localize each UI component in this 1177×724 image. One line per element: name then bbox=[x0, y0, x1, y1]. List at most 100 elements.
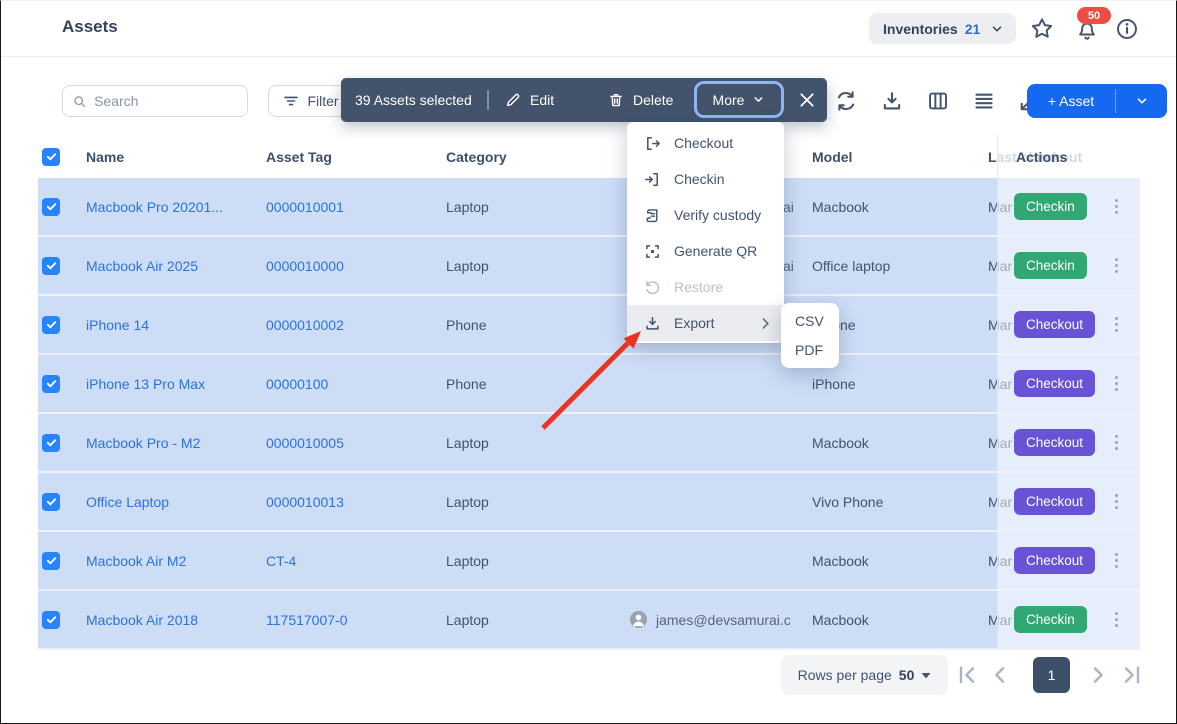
checkout-button[interactable]: Checkout bbox=[1014, 311, 1096, 338]
asset-name-link[interactable]: Office Laptop bbox=[86, 493, 170, 510]
pagination-last-icon[interactable] bbox=[1120, 663, 1144, 687]
asset-tag-link[interactable]: 0000010005 bbox=[266, 434, 344, 451]
pagination-prev-icon[interactable] bbox=[988, 663, 1012, 687]
menu-item-label: Verify custody bbox=[674, 207, 762, 223]
row-checkbox[interactable] bbox=[42, 315, 60, 334]
category-cell: Laptop bbox=[446, 493, 489, 510]
checkin-button[interactable]: Checkin bbox=[1014, 606, 1087, 633]
column-header-model: Model bbox=[812, 148, 853, 165]
checkout-button[interactable]: Checkout bbox=[1014, 488, 1096, 515]
asset-tag-link[interactable]: 0000010013 bbox=[266, 493, 344, 510]
inventories-select[interactable]: Inventories 21 bbox=[869, 13, 1017, 44]
menu-item-checkin[interactable]: Checkin bbox=[627, 161, 784, 197]
row-menu-dots-icon[interactable] bbox=[1111, 313, 1122, 336]
row-menu-dots-icon[interactable] bbox=[1111, 549, 1122, 572]
row-checkbox[interactable] bbox=[42, 374, 60, 393]
row-checkbox[interactable] bbox=[42, 197, 60, 216]
asset-tag-link[interactable]: 0000010002 bbox=[266, 316, 344, 333]
add-asset-dropdown-button[interactable] bbox=[1116, 84, 1167, 118]
menu-item-verify-custody[interactable]: Verify custody bbox=[627, 197, 784, 233]
model-cell: Macbook bbox=[812, 198, 869, 215]
asset-tag-link[interactable]: 00000100 bbox=[266, 375, 329, 392]
menu-item-checkout[interactable]: Checkout bbox=[627, 125, 784, 161]
row-density-icon[interactable] bbox=[973, 90, 995, 112]
chevron-down-icon bbox=[992, 25, 1002, 32]
export-pdf-item[interactable]: PDF bbox=[795, 341, 823, 358]
row-checkbox[interactable] bbox=[42, 492, 60, 511]
model-cell: Macbook bbox=[812, 552, 869, 569]
search-input[interactable] bbox=[94, 93, 237, 109]
asset-name-link[interactable]: Macbook Pro - M2 bbox=[86, 434, 201, 451]
row-menu-dots-icon[interactable] bbox=[1111, 372, 1122, 395]
row-checkbox[interactable] bbox=[42, 610, 60, 629]
asset-name-link[interactable]: Macbook Pro 20201... bbox=[86, 198, 223, 215]
menu-item-label: Restore bbox=[674, 279, 724, 295]
info-icon[interactable] bbox=[1115, 17, 1139, 41]
more-label: More bbox=[712, 91, 745, 108]
menu-item-label: Generate QR bbox=[674, 243, 758, 259]
table-body: Macbook Pro 20201... 0000010001 Laptop ai Ma… bbox=[38, 178, 1140, 650]
checkout-button[interactable]: Checkout bbox=[1014, 429, 1096, 456]
export-csv-item[interactable]: CSV bbox=[795, 312, 824, 329]
edit-button[interactable]: Edit bbox=[505, 78, 554, 122]
row-menu-dots-icon[interactable] bbox=[1111, 431, 1122, 454]
menu-item-export[interactable]: Export bbox=[627, 305, 784, 341]
asset-name-link[interactable]: iPhone 14 bbox=[86, 316, 150, 333]
pagination-first-icon[interactable] bbox=[955, 663, 979, 687]
actions-cell: Checkout bbox=[997, 473, 1140, 530]
trash-icon bbox=[610, 94, 622, 107]
pagination-current-page[interactable]: 1 bbox=[1033, 657, 1070, 693]
asset-name-link[interactable]: Macbook Air 2018 bbox=[86, 611, 199, 628]
checkout-button[interactable]: Checkout bbox=[1014, 547, 1096, 574]
asset-tag-link[interactable]: 117517007-0 bbox=[266, 611, 348, 628]
menu-item-restore[interactable]: Restore bbox=[627, 269, 784, 305]
rows-per-page-select[interactable]: Rows per page 50 bbox=[781, 655, 948, 695]
row-menu-dots-icon[interactable] bbox=[1111, 608, 1122, 631]
checkout-icon bbox=[644, 135, 661, 152]
asset-tag-link[interactable]: 0000010001 bbox=[266, 198, 344, 215]
refresh-icon[interactable] bbox=[835, 90, 857, 112]
export-submenu: CSV PDF bbox=[781, 303, 839, 368]
actions-cell: Checkout bbox=[997, 532, 1140, 589]
more-button[interactable]: More bbox=[694, 81, 784, 118]
search-box[interactable] bbox=[62, 85, 248, 117]
chevron-down-icon bbox=[1137, 98, 1146, 104]
add-asset-divider bbox=[1115, 89, 1116, 113]
delete-button[interactable]: Delete bbox=[608, 78, 673, 122]
more-dropdown-menu: Checkout Checkin Verify custody Generate QR… bbox=[627, 122, 784, 343]
actions-cell: Checkout bbox=[997, 296, 1140, 353]
menu-item-generate-qr[interactable]: Generate QR bbox=[627, 233, 784, 269]
inventories-count: 21 bbox=[964, 20, 981, 37]
table-row: Macbook Pro - M20000010005LaptopMacbookM… bbox=[38, 414, 1140, 473]
pagination-next-icon[interactable] bbox=[1086, 663, 1110, 687]
asset-tag-link[interactable]: CT-4 bbox=[266, 552, 297, 569]
asset-name-link[interactable]: Macbook Air M2 bbox=[86, 552, 187, 569]
column-header-category: Category bbox=[446, 148, 507, 165]
row-checkbox[interactable] bbox=[42, 551, 60, 570]
favorite-star-icon[interactable] bbox=[1030, 17, 1054, 41]
checkin-button[interactable]: Checkin bbox=[1014, 252, 1087, 279]
asset-name-link[interactable]: iPhone 13 Pro Max bbox=[86, 375, 206, 392]
model-cell: Macbook bbox=[812, 611, 869, 628]
row-checkbox[interactable] bbox=[42, 256, 60, 275]
model-cell: iPhone bbox=[812, 375, 856, 392]
row-menu-dots-icon[interactable] bbox=[1111, 195, 1122, 218]
menu-item-label: Checkin bbox=[674, 171, 725, 187]
filter-button[interactable]: Filter bbox=[268, 85, 354, 117]
select-all-checkbox[interactable] bbox=[42, 147, 60, 166]
download-icon[interactable] bbox=[881, 90, 903, 112]
edit-label: Edit bbox=[530, 92, 555, 108]
checkin-button[interactable]: Checkin bbox=[1014, 193, 1087, 220]
asset-tag-link[interactable]: 0000010000 bbox=[266, 257, 344, 274]
category-cell: Laptop bbox=[446, 198, 489, 215]
close-selection-icon[interactable] bbox=[797, 90, 817, 110]
asset-name-link[interactable]: Macbook Air 2025 bbox=[86, 257, 199, 274]
checkout-button[interactable]: Checkout bbox=[1014, 370, 1096, 397]
row-menu-dots-icon[interactable] bbox=[1111, 490, 1122, 513]
row-checkbox[interactable] bbox=[42, 433, 60, 452]
add-asset-button[interactable]: + Asset bbox=[1047, 93, 1095, 109]
columns-icon[interactable] bbox=[927, 90, 949, 112]
menu-item-label: Checkout bbox=[674, 135, 734, 151]
row-menu-dots-icon[interactable] bbox=[1111, 254, 1122, 277]
